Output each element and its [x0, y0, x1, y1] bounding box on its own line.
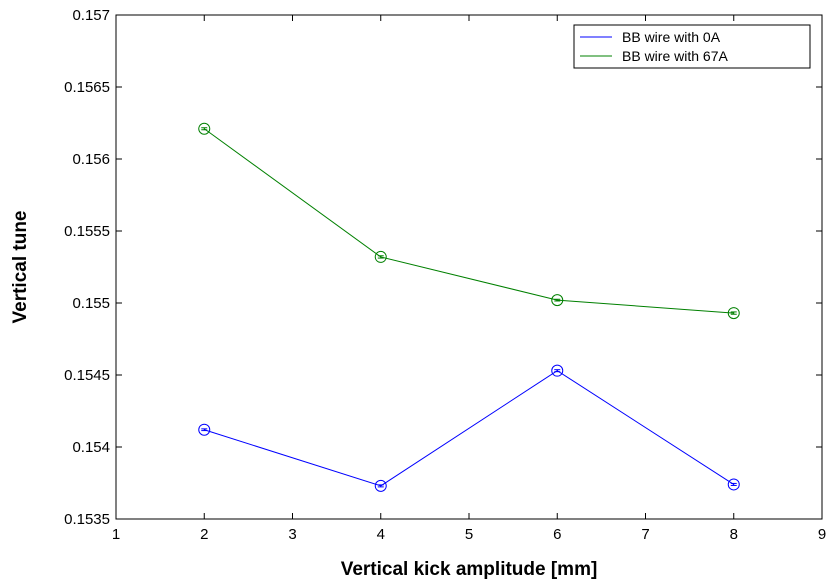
- y-tick-label: 0.157: [72, 7, 110, 24]
- x-tick-label: 2: [200, 526, 208, 543]
- y-axis-title: Vertical tune: [10, 211, 31, 324]
- y-tick-label: 0.1565: [64, 79, 110, 96]
- y-tick-label: 0.1545: [64, 367, 110, 384]
- x-tick-label: 5: [465, 526, 473, 543]
- data-point: [551, 294, 564, 307]
- data-point: [727, 307, 740, 320]
- legend-box: [573, 24, 811, 69]
- series-2: [198, 122, 740, 320]
- ticks: 1 2 3 4 5 6 7 8 9 0.1535 0.154 0.1545 0.155 0.1555 0.1…: [64, 7, 826, 543]
- y-tick-label: 0.1535: [64, 511, 110, 528]
- data-point: [198, 122, 211, 135]
- data-point: [551, 364, 564, 377]
- series-line: [203, 128, 734, 314]
- data-point: [374, 479, 387, 492]
- y-tick-label: 0.155: [72, 295, 110, 312]
- y-tick-label: 0.154: [72, 439, 110, 456]
- x-tick-label: 6: [553, 526, 561, 543]
- series-line: [204, 370, 735, 487]
- legend-label: BB wire with 0A: [622, 29, 721, 45]
- data-point: [198, 423, 211, 436]
- x-axis-title: Vertical kick amplitude [mm]: [341, 559, 598, 580]
- x-tick-label: 1: [112, 526, 120, 543]
- series-layer: [198, 122, 740, 492]
- legend-label: BB wire with 67A: [622, 48, 728, 64]
- axes-frame: [115, 14, 823, 520]
- y-tick-label: 0.156: [72, 151, 110, 168]
- x-tick-label: 8: [730, 526, 738, 543]
- x-tick-label: 4: [377, 526, 385, 543]
- x-tick-label: 7: [641, 526, 649, 543]
- data-point: [727, 478, 740, 491]
- legend: BB wire with 0A BB wire with 67A: [573, 24, 811, 69]
- plot-area: 1 2 3 4 5 6 7 8 9 0.1535 0.154 0.1545 0.155 0.1555 0.1…: [64, 7, 826, 543]
- x-tick-label: 9: [818, 526, 826, 543]
- y-tick-label: 0.1555: [64, 223, 110, 240]
- x-tick-label: 3: [288, 526, 296, 543]
- data-point: [374, 250, 387, 263]
- series-1: [198, 364, 740, 492]
